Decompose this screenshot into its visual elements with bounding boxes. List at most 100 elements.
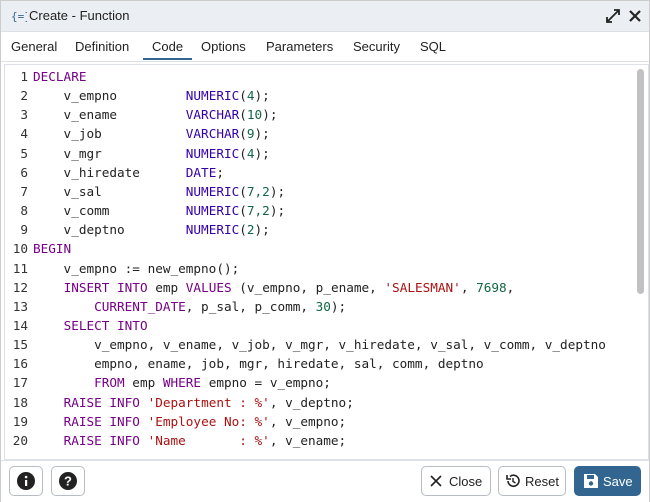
line-number: 2	[20, 88, 28, 104]
code-token	[33, 299, 94, 314]
code-token: ,	[460, 279, 477, 295]
code-token: v_job	[33, 126, 186, 142]
code-token: 'SALESMAN'	[384, 279, 461, 295]
info-button[interactable]	[9, 466, 43, 496]
code-token: 9	[246, 126, 255, 142]
dialog-title: Create - Function	[29, 8, 130, 23]
code-token: );	[262, 107, 278, 123]
tab[interactable]: Options	[201, 39, 246, 54]
help-button[interactable]: ?	[51, 466, 85, 496]
code-token	[33, 375, 94, 390]
code-token: 7,2	[246, 203, 270, 219]
line-number: 15	[12, 337, 28, 353]
maximize-button[interactable]	[606, 9, 620, 23]
line-number: 1	[20, 69, 28, 84]
line-number: 19	[12, 413, 28, 429]
code-token: );	[269, 183, 286, 199]
code-token	[140, 433, 148, 448]
svg-text:?: ?	[64, 474, 72, 489]
code-line: BEGIN	[33, 241, 71, 256]
tab[interactable]: SQL	[420, 39, 447, 54]
code-token: v_mgr	[33, 145, 186, 161]
code-token: );	[254, 145, 270, 161]
code-token	[33, 318, 64, 333]
tab-bar: General Definition Code Options Parameters Se…	[1, 32, 649, 62]
function-icon: {=}	[11, 10, 27, 23]
line-number: 16	[12, 356, 28, 372]
code-token: , v_ename;	[269, 432, 347, 448]
code-token: NUMERIC	[185, 183, 240, 199]
code-token: );	[269, 203, 286, 219]
tab[interactable]: Security	[353, 39, 400, 54]
code-line: empno, ename, job, mgr, hiredate, sal, c…	[33, 356, 484, 371]
code-token: RAISE INFO	[63, 394, 140, 410]
code-token: INSERT INTO	[63, 279, 148, 295]
code-token: (	[239, 203, 247, 219]
code-token: VALUES	[185, 279, 232, 295]
code-line: v_hiredate DATE;	[33, 165, 224, 180]
code-token: empno, ename, job, mgr, hiredate, sal, c…	[33, 356, 484, 372]
code-token: (v_empno, p_ename,	[231, 279, 385, 295]
reset-button[interactable]: Reset	[498, 466, 566, 496]
code-line: INSERT INTO emp VALUES (v_empno, p_ename…	[33, 279, 515, 295]
header: {=} Create - Function	[1, 1, 649, 32]
code-token	[140, 414, 148, 429]
code-token: SELECT INTO	[63, 317, 148, 333]
line-number: 10	[12, 241, 28, 257]
code-line: v_deptno NUMERIC(2);	[33, 222, 270, 237]
code-token: );	[254, 222, 270, 238]
save-button[interactable]: Save	[574, 466, 641, 496]
tab[interactable]: Parameters	[266, 39, 334, 54]
code-token: );	[254, 88, 270, 104]
code-line: v_comm NUMERIC(7,2);	[33, 203, 286, 219]
code-token	[33, 414, 64, 429]
close-button[interactable]: Close	[421, 466, 491, 496]
code-token: , p_sal, p_comm,	[185, 298, 316, 314]
code-token: (	[239, 145, 247, 161]
code-editor[interactable]: 1 DECLARE 2 v_empno NUMERIC(4); 3 v_ename V…	[4, 64, 649, 460]
line-number: 9	[20, 222, 28, 238]
code-token: BEGIN	[33, 241, 72, 257]
line-number: 4	[20, 126, 28, 142]
code-line: RAISE INFO 'Employee No: %', v_empno;	[33, 413, 347, 429]
line-number: 13	[12, 298, 28, 314]
close-icon[interactable]	[629, 10, 641, 22]
code-token: v_hiredate	[33, 164, 186, 180]
footer: ? Close Reset Save	[1, 460, 649, 502]
code-token: v_sal	[33, 183, 186, 199]
code-token: (	[239, 222, 247, 238]
code-token: 7,2	[246, 183, 270, 199]
code-token: emp	[124, 375, 163, 391]
svg-text:{=}: {=}	[11, 10, 27, 23]
code-token: , v_empno;	[269, 413, 347, 429]
code-token: DECLARE	[33, 69, 87, 84]
code-token: (	[239, 107, 247, 123]
code-token: );	[330, 298, 347, 314]
code-token: RAISE INFO	[63, 432, 140, 448]
code-token	[33, 395, 64, 410]
tab[interactable]: Definition	[75, 39, 130, 54]
close-label: Close	[449, 474, 483, 489]
code-line: RAISE INFO 'Name : %', v_ename;	[33, 432, 347, 448]
code-token: v_comm	[33, 203, 186, 219]
tab[interactable]: General	[11, 39, 58, 54]
code-token: 2	[246, 222, 255, 238]
scrollbar[interactable]	[637, 69, 644, 294]
code-token: 'Employee No: %'	[147, 413, 270, 429]
code-line: v_empno := new_empno();	[33, 261, 240, 276]
line-number: 6	[20, 164, 28, 180]
code-line: v_sal NUMERIC(7,2);	[33, 183, 286, 199]
code-line: v_empno NUMERIC(4);	[33, 88, 270, 103]
line-number: 18	[12, 394, 28, 410]
line-number: 3	[20, 107, 28, 123]
code-token: ;	[216, 164, 224, 180]
code-line: RAISE INFO 'Department : %', v_deptno;	[33, 395, 354, 410]
code-token: CURRENT_DATE	[94, 298, 186, 314]
tab[interactable]: Code	[152, 39, 184, 54]
code-token	[140, 395, 148, 410]
code-line: v_empno, v_ename, v_job, v_mgr, v_hireda…	[33, 337, 606, 352]
code-token	[33, 280, 64, 295]
active-tab-indicator	[143, 58, 192, 60]
line-number: 7	[20, 183, 28, 199]
